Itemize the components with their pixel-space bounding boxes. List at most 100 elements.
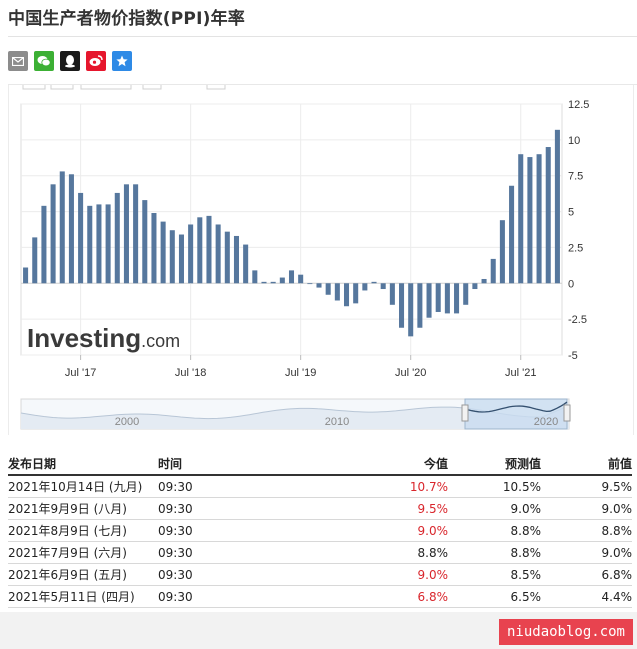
ppi-bar[interactable] [142,200,148,284]
investing-logo: Investing.com [27,323,180,353]
ppi-bar[interactable] [151,213,157,284]
row-actual: 6.8% [417,589,449,604]
y-tick-label: -2.5 [568,314,587,326]
ppi-bar[interactable] [527,157,533,284]
email-share-icon[interactable] [8,51,28,71]
toolbar-button[interactable] [206,80,226,90]
toolbar-button[interactable] [142,80,162,90]
ppi-bar[interactable] [96,204,102,284]
ppi-bar[interactable] [518,154,524,284]
ppi-bar[interactable] [444,283,450,314]
ppi-bar[interactable] [316,283,322,288]
navigator-area [21,405,569,429]
header-time[interactable]: 时间 [158,456,183,471]
ppi-bar[interactable] [224,231,230,284]
chart-navigator[interactable]: 2000 2010 2020 [20,398,571,430]
header-previous[interactable]: 前值 [607,456,632,471]
ppi-bar[interactable] [490,258,496,284]
ppi-bar[interactable] [554,129,560,284]
row-previous: 8.8% [601,523,633,538]
ppi-bar[interactable] [371,281,377,284]
ppi-bar[interactable] [417,283,423,328]
row-previous: 6.8% [601,567,633,582]
ppi-bar[interactable] [362,283,368,291]
ppi-bar[interactable] [160,221,166,284]
row-previous: 4.4% [601,589,633,604]
row-date: 2021年6月9日 (五月) [8,568,127,582]
ppi-bar[interactable] [380,283,386,290]
ppi-bar[interactable] [206,215,212,284]
ppi-bar[interactable] [114,192,120,284]
ppi-bar[interactable] [123,184,129,284]
ppi-bar[interactable] [59,171,65,284]
header-forecast[interactable]: 预测值 [504,456,541,471]
ppi-bar[interactable] [87,205,93,284]
navigator-year-label: 2000 [115,416,139,428]
header-actual[interactable]: 今值 [423,456,448,471]
toolbar-button[interactable] [22,80,46,90]
toolbar-button[interactable] [80,80,132,90]
ppi-bar[interactable] [307,283,313,285]
ppi-bar[interactable] [252,270,258,284]
ppi-bar[interactable] [188,224,194,284]
ppi-bar[interactable] [325,283,331,295]
navigator-handle[interactable] [461,404,469,422]
row-previous: 9.5% [601,479,633,494]
ppi-bar[interactable] [23,267,29,284]
ppi-bar[interactable] [472,283,478,290]
row-actual: 8.8% [417,545,449,560]
row-time: 09:30 [158,567,193,582]
ppi-bar[interactable] [169,230,175,284]
navigator-handle[interactable] [563,404,571,422]
ppi-bar[interactable] [197,217,203,284]
ppi-bar[interactable] [50,184,56,284]
header-date[interactable]: 发布日期 [8,456,57,471]
ppi-bar[interactable] [536,154,542,284]
ppi-bar[interactable] [463,283,469,305]
ppi-bar[interactable] [288,270,295,284]
ppi-bar[interactable] [78,192,84,284]
ppi-bar[interactable] [243,244,249,284]
navigator-selection[interactable] [464,398,568,430]
ppi-bar[interactable] [105,204,111,284]
ppi-bar[interactable] [481,278,487,284]
ppi-bar[interactable] [279,277,285,284]
wechat-share-icon[interactable] [34,51,54,71]
ppi-bar[interactable] [298,274,304,284]
row-date: 2021年8月9日 (七月) [8,524,127,538]
ppi-bar[interactable] [435,283,441,312]
chart-toolbar [22,80,226,90]
ppi-bar[interactable] [353,283,359,304]
row-actual: 9.0% [417,567,449,582]
table-row: 2021年9月9日 (八月) 09:30 9.5% 9.0% 9.0% [8,498,632,520]
ppi-bar[interactable] [454,283,460,314]
ppi-bar[interactable] [509,185,515,284]
ppi-bar[interactable] [178,234,184,284]
ppi-bar[interactable] [399,283,405,328]
ppi-bar[interactable] [408,283,414,337]
ppi-bar[interactable] [426,283,432,318]
ppi-bar[interactable] [233,235,240,284]
weibo-share-icon[interactable] [86,51,106,71]
row-time: 09:30 [158,479,193,494]
ppi-bar[interactable] [32,237,38,284]
ppi-bar[interactable] [133,184,139,284]
share-bar [8,51,132,71]
ppi-bar[interactable] [389,283,395,305]
ppi-bar[interactable] [545,147,551,284]
row-forecast: 8.5% [510,567,542,582]
ppi-bar[interactable] [68,174,74,284]
table-row: 2021年6月9日 (五月) 09:30 9.0% 8.5% 6.8% [8,564,632,586]
row-actual: 9.5% [417,501,449,516]
ppi-bar[interactable] [343,283,350,307]
ppi-bar[interactable] [41,205,47,284]
qq-share-icon[interactable] [60,51,80,71]
toolbar-button[interactable] [50,80,74,90]
ppi-bar[interactable] [499,220,505,284]
ppi-bar[interactable] [261,281,267,284]
ppi-bar[interactable] [215,224,221,284]
ppi-bar[interactable] [334,283,340,301]
favorite-share-icon[interactable] [112,51,132,71]
ppi-bar[interactable] [270,281,276,284]
y-tick-label: 0 [568,278,574,290]
